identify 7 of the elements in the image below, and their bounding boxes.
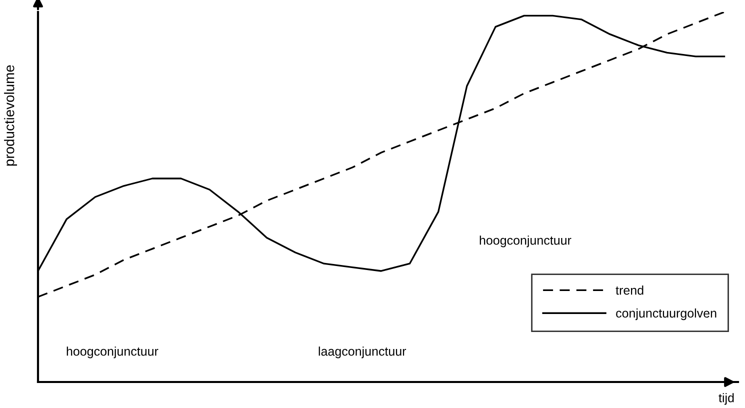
x-axis-title: tijd	[718, 393, 734, 405]
y-axis-title: productievolume	[4, 65, 17, 166]
annotation: hoogconjunctuur	[480, 236, 572, 248]
annotation: laagconjunctuur	[318, 346, 406, 358]
legend-label: conjunctuurgolven	[616, 308, 716, 320]
annotation: hoogconjunctuur	[66, 346, 158, 358]
legend-label: trend	[616, 286, 644, 295]
